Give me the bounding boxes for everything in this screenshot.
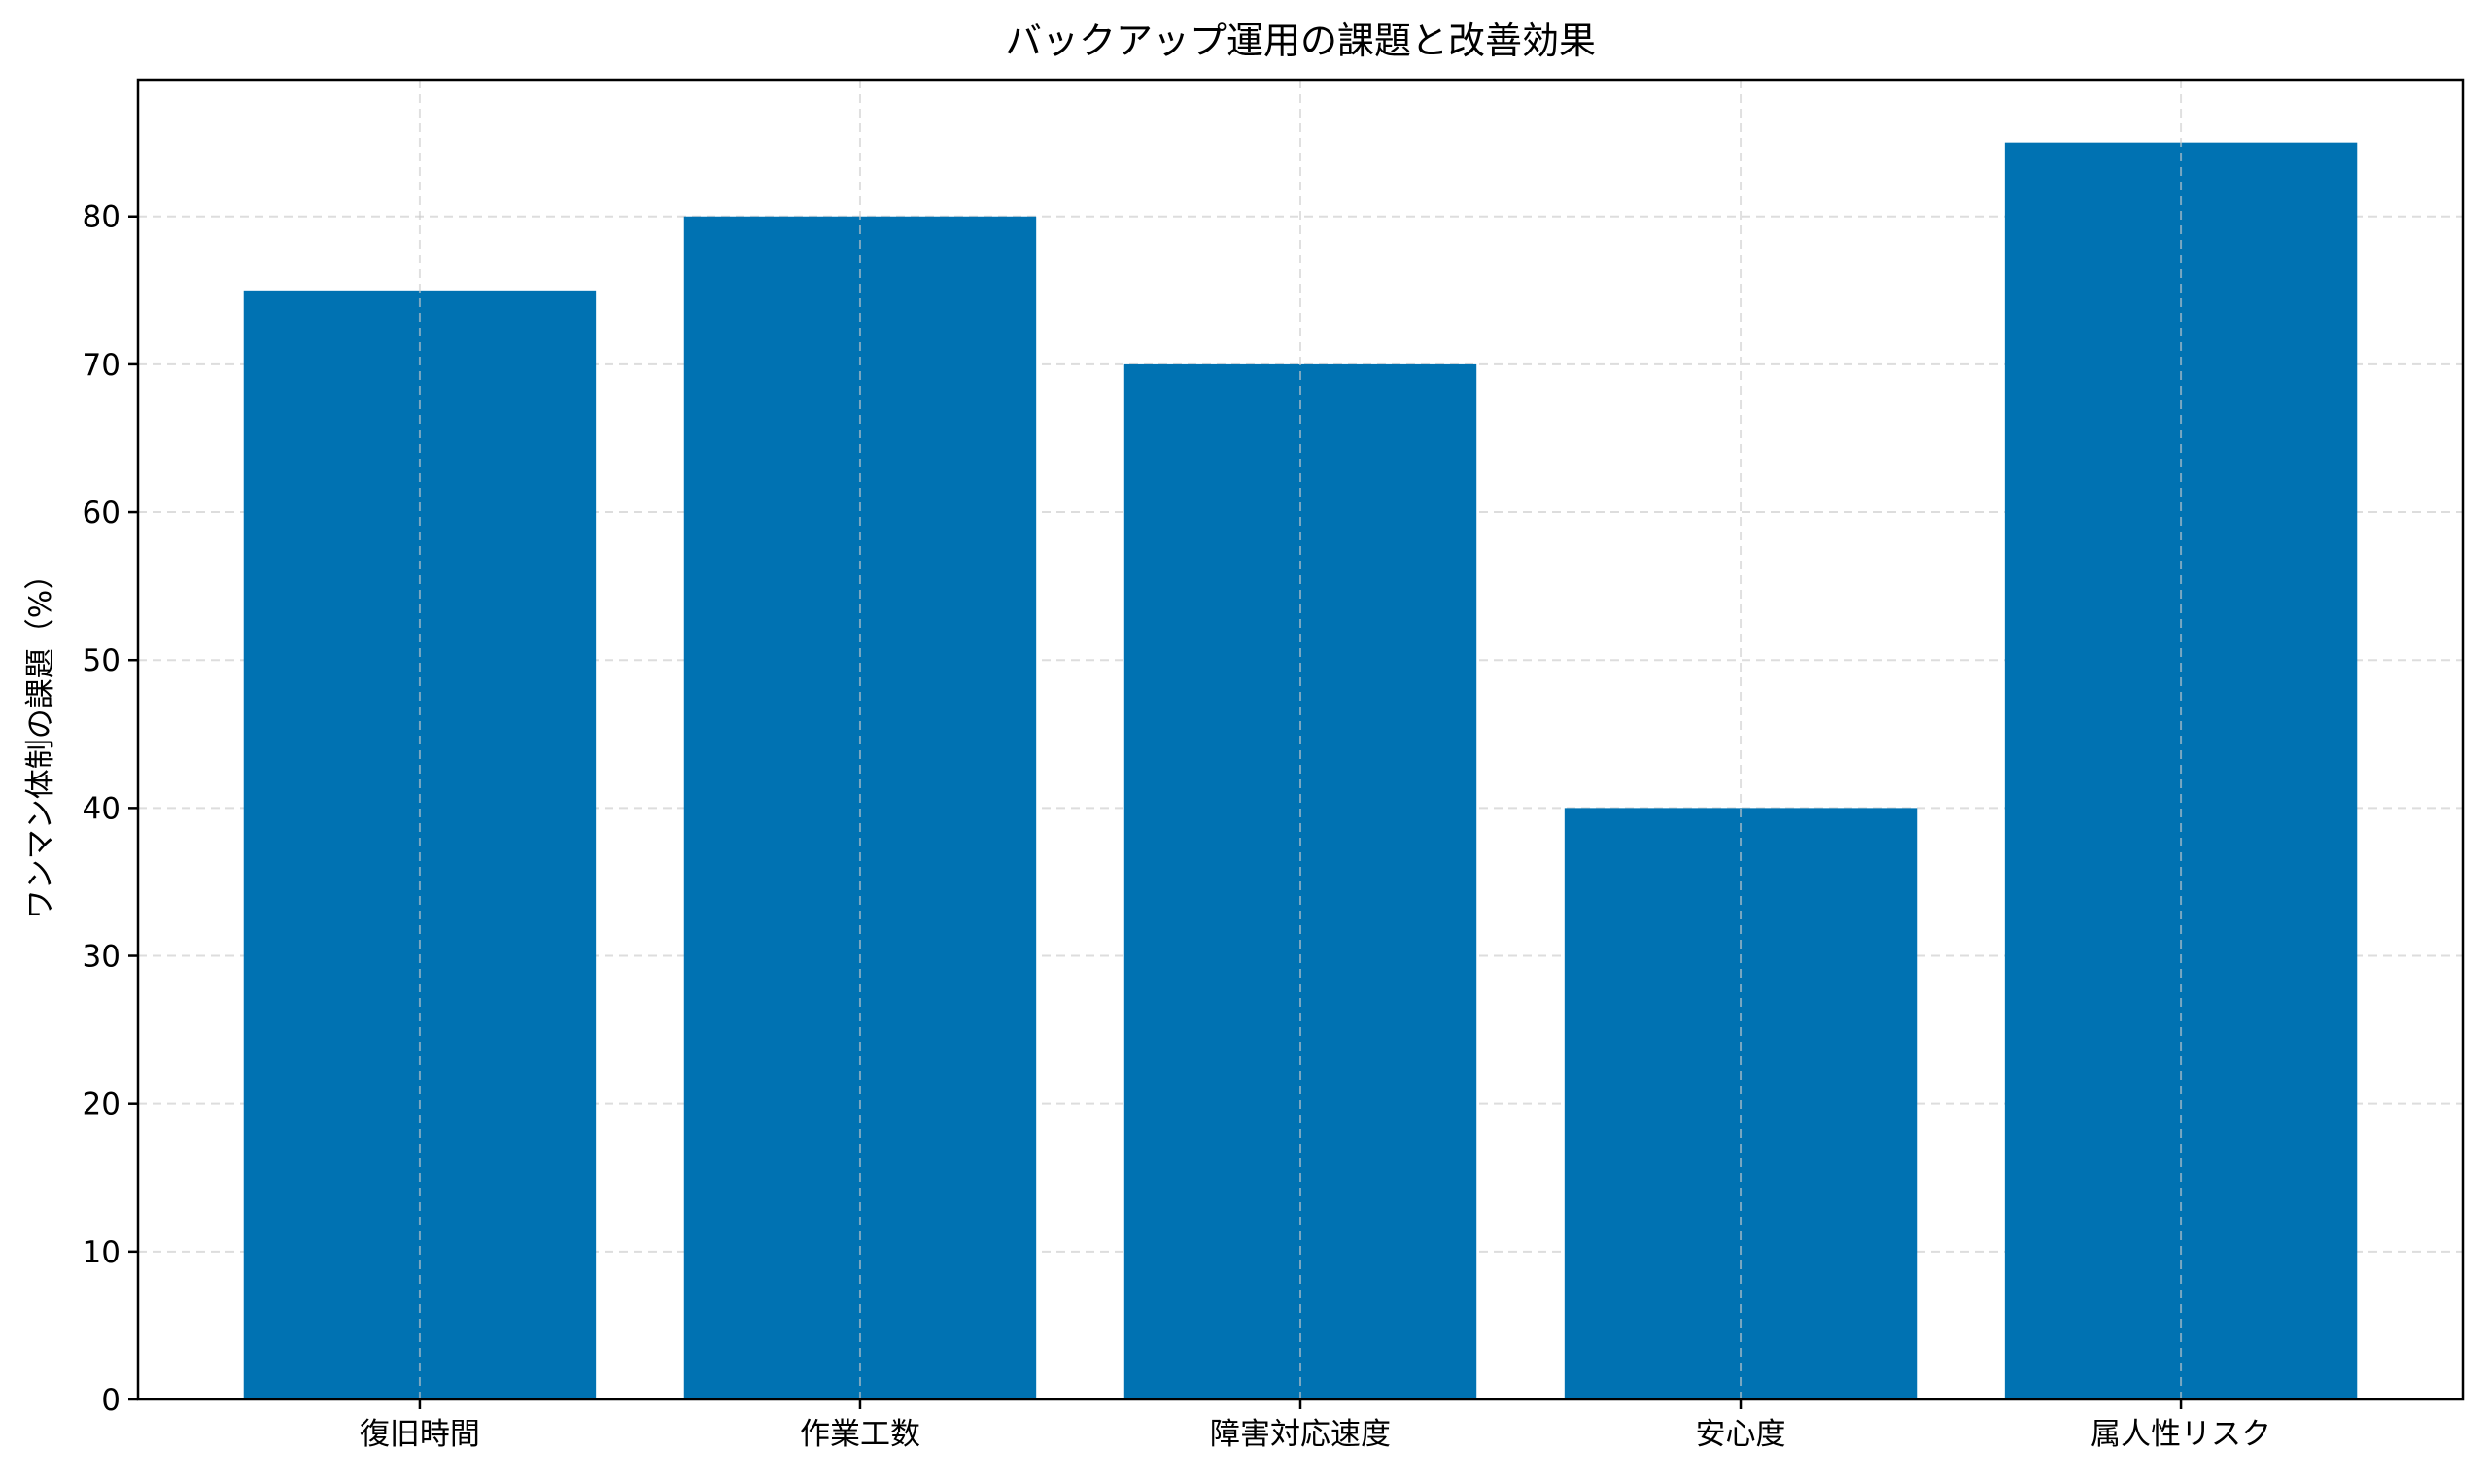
x-tick-label: 復旧時間	[360, 1417, 480, 1452]
x-tick-label: 作業工数	[800, 1417, 920, 1452]
chart-title: バックアップ運用の課題と改善効果	[1005, 19, 1596, 62]
y-axis-label: ワンマン体制の課題（%）	[23, 560, 58, 919]
y-tick-label: 70	[83, 348, 121, 383]
ticks: 0 10 20 30 40 50 60 70 80 復旧時間 作業工数 障害対応速度 安心度 属人性リスク	[83, 200, 2272, 1452]
y-tick-label: 80	[83, 200, 121, 235]
y-tick-label: 20	[83, 1087, 121, 1122]
y-tick-label: 10	[83, 1235, 121, 1270]
x-tick-label: 安心度	[1696, 1417, 1786, 1452]
y-tick-label: 40	[83, 791, 121, 826]
y-tick-label: 60	[83, 496, 121, 531]
y-tick-label: 30	[83, 940, 121, 975]
y-tick-label: 50	[83, 643, 121, 678]
x-tick-label: 属人性リスク	[2091, 1417, 2271, 1452]
grid-vertical	[418, 80, 2183, 1399]
x-tick-label: 障害対応速度	[1210, 1417, 1391, 1452]
y-tick-label: 0	[101, 1383, 121, 1418]
